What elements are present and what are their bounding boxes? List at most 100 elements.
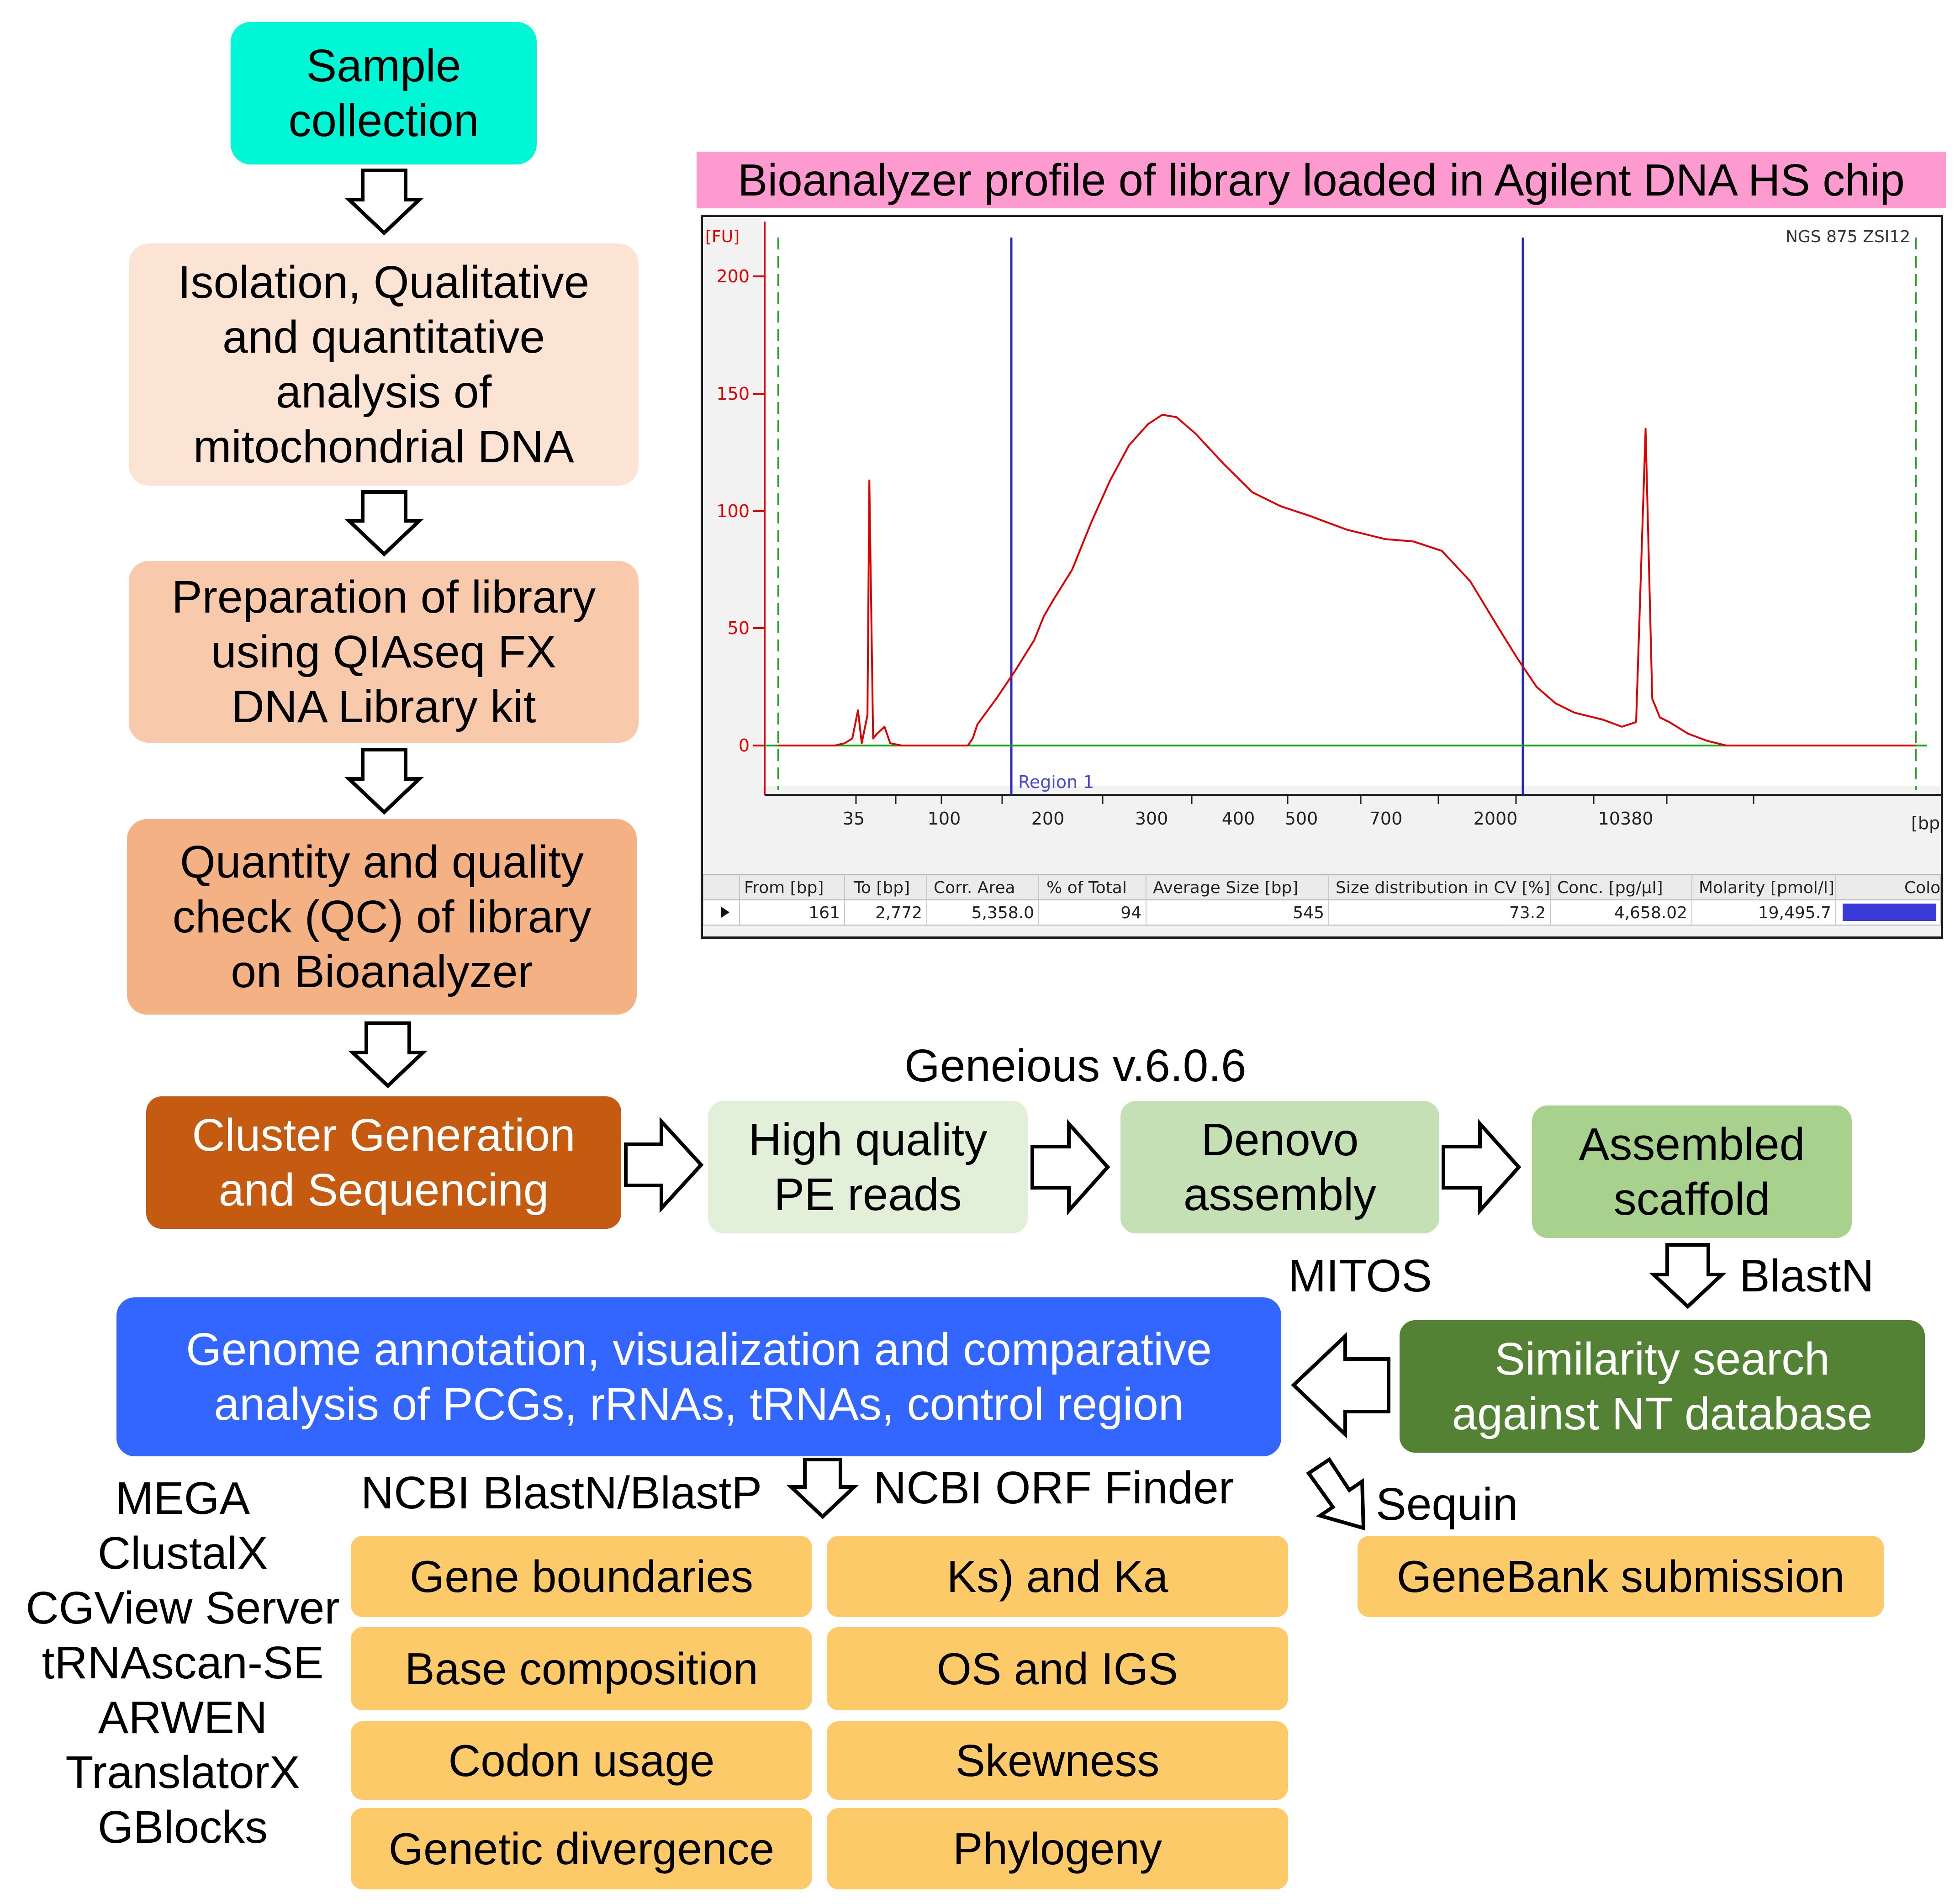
right-arrow-icon: [624, 1116, 704, 1213]
analysis-label: Genetic divergence: [388, 1823, 775, 1874]
analysis-label: OS and IGS: [936, 1643, 1178, 1694]
qc-box: Quantity and quality check (QC) of libra…: [127, 819, 637, 1015]
y-tick-label: 0: [739, 735, 750, 756]
sample-id-label: NGS 875 ZSI12: [1786, 227, 1910, 246]
y-tick-label: 200: [716, 266, 750, 286]
table-header: From [bp]: [744, 878, 824, 897]
down-arrow-icon: [344, 169, 424, 236]
table-header: % of Total: [1046, 878, 1127, 897]
cluster-sequencing-label: Cluster Generation and Sequencing: [192, 1110, 576, 1216]
denovo-assembly-label: Denovo assembly: [1183, 1114, 1377, 1220]
analysis-box: Codon usage: [351, 1721, 812, 1800]
x-tick-label: 500: [1285, 809, 1318, 829]
denovo-assembly-box: Denovo assembly: [1120, 1101, 1439, 1233]
qc-label: Quantity and quality check (QC) of libra…: [172, 836, 592, 997]
analysis-box: Base composition: [351, 1627, 812, 1710]
analysis-box: Phylogeny: [827, 1808, 1288, 1889]
table-header: Average Size [bp]: [1153, 878, 1298, 897]
plot-area: [762, 217, 1941, 786]
tool-item: CGView Server: [26, 1582, 340, 1634]
bioanalyzer-plot: [FU] [bp] NGS 875 ZSI12 200 150 100 50 0: [703, 217, 1947, 926]
y-unit-label: [FU]: [705, 227, 740, 246]
assembled-scaffold-label: Assembled scaffold: [1579, 1119, 1805, 1225]
color-swatch: [1843, 904, 1936, 921]
similarity-search-box: Similarity search against NT database: [1400, 1320, 1925, 1453]
results-table: From [bp] To [bp] Corr. Area % of Total …: [703, 874, 1941, 926]
ncbi-blast-label: NCBI BlastN/BlastP: [361, 1467, 762, 1518]
trace-layer: [778, 414, 1916, 746]
bioanalyzer-title-text: Bioanalyzer profile of library loaded in…: [738, 154, 1905, 205]
table-cell: 19,495.7: [1758, 904, 1831, 922]
x-tick-label: 700: [1369, 809, 1403, 829]
tool-item: ARWEN: [98, 1692, 268, 1743]
down-arrow-icon: [344, 748, 424, 815]
tool-item: ClustalX: [97, 1528, 268, 1579]
analysis-box: Ks) and Ka: [827, 1536, 1288, 1617]
analysis-label: Phylogeny: [953, 1823, 1162, 1874]
analysis-box: OS and IGS: [827, 1627, 1288, 1710]
x-tick-label: 100: [928, 809, 961, 829]
y-tick-label: 50: [728, 618, 750, 638]
x-ticks: 35 100 200 300 400 500 700 2000 10380: [843, 795, 1754, 829]
library-prep-label: Preparation of library using QIAseq FX D…: [171, 571, 596, 732]
down-arrow-icon: [786, 1458, 859, 1519]
analysis-label: Skewness: [955, 1735, 1160, 1786]
table-cell: 5,358.0: [972, 904, 1034, 922]
diagonal-arrow-icon: [1306, 1457, 1366, 1531]
genome-annotation-label: Genome annotation, visualization and com…: [186, 1324, 1212, 1430]
genbank-submission-box: GeneBank submission: [1358, 1536, 1884, 1617]
blastn-label: BlastN: [1739, 1250, 1874, 1301]
pe-reads-box: High quality PE reads: [708, 1101, 1028, 1233]
x-tick-label: 200: [1031, 809, 1065, 829]
table-header: Size distribution in CV [%]: [1336, 878, 1550, 897]
sequin-label: Sequin: [1376, 1479, 1518, 1530]
table-cell: 94: [1120, 904, 1141, 922]
assembled-scaffold-box: Assembled scaffold: [1532, 1105, 1852, 1238]
table-header: To [bp]: [853, 878, 910, 897]
down-arrow-icon: [344, 490, 424, 557]
y-tick-label: 100: [716, 501, 750, 521]
x-tick-label: 400: [1222, 809, 1255, 829]
x-tick-label: 300: [1135, 809, 1168, 829]
x-tick-label: 35: [843, 809, 865, 829]
down-arrow-icon: [348, 1021, 428, 1089]
down-arrow-icon: [1649, 1243, 1727, 1309]
row-pointer-icon: [721, 907, 729, 918]
genome-annotation-box: Genome annotation, visualization and com…: [116, 1297, 1281, 1456]
similarity-search-label: Similarity search against NT database: [1452, 1333, 1873, 1439]
sample-collection-box: Sample collection: [231, 22, 537, 164]
table-cell: 2,772: [875, 904, 922, 922]
cluster-sequencing-box: Cluster Generation and Sequencing: [146, 1096, 621, 1229]
analysis-label: Codon usage: [448, 1735, 715, 1786]
x-axis-area: [703, 786, 1941, 847]
analysis-box: Genetic divergence: [351, 1808, 812, 1889]
y-ticks: 200 150 100 50 0: [716, 266, 765, 756]
tool-item: tRNAscan-SE: [42, 1637, 324, 1688]
table-header: Conc. [pg/µl]: [1557, 878, 1663, 897]
genbank-submission-label: GeneBank submission: [1396, 1551, 1845, 1602]
analysis-box: Gene boundaries: [351, 1536, 812, 1617]
table-header: Corr. Area: [934, 878, 1015, 897]
analysis-label: Ks) and Ka: [946, 1551, 1168, 1602]
electropherogram-trace: [778, 414, 1916, 746]
pe-reads-label: High quality PE reads: [748, 1114, 988, 1220]
mitos-label: MITOS: [1288, 1250, 1432, 1301]
table-cell: 4,658.02: [1614, 904, 1687, 922]
tool-item: GBlocks: [97, 1802, 268, 1853]
table-header: Colo: [1904, 878, 1940, 897]
ncbi-orf-label: NCBI ORF Finder: [873, 1462, 1234, 1513]
table-header: Molarity [pmol/l]: [1699, 878, 1834, 897]
geneious-label: Geneious v.6.0.6: [904, 1040, 1247, 1091]
region-label: Region 1: [1018, 772, 1094, 792]
table-cell: 161: [808, 904, 840, 922]
right-arrow-icon: [1442, 1119, 1522, 1216]
tool-item: MEGA: [115, 1473, 250, 1524]
library-prep-box: Preparation of library using QIAseq FX D…: [129, 561, 639, 743]
tool-item: TranslatorX: [65, 1747, 300, 1798]
x-tick-label: 10380: [1598, 809, 1654, 829]
tools-list: MEGA ClustalX CGView Server tRNAscan-SE …: [23, 1471, 343, 1855]
analysis-label: Base composition: [405, 1643, 758, 1694]
bioanalyzer-title: Bioanalyzer profile of library loaded in…: [697, 152, 1946, 208]
right-arrow-icon: [1030, 1119, 1110, 1216]
